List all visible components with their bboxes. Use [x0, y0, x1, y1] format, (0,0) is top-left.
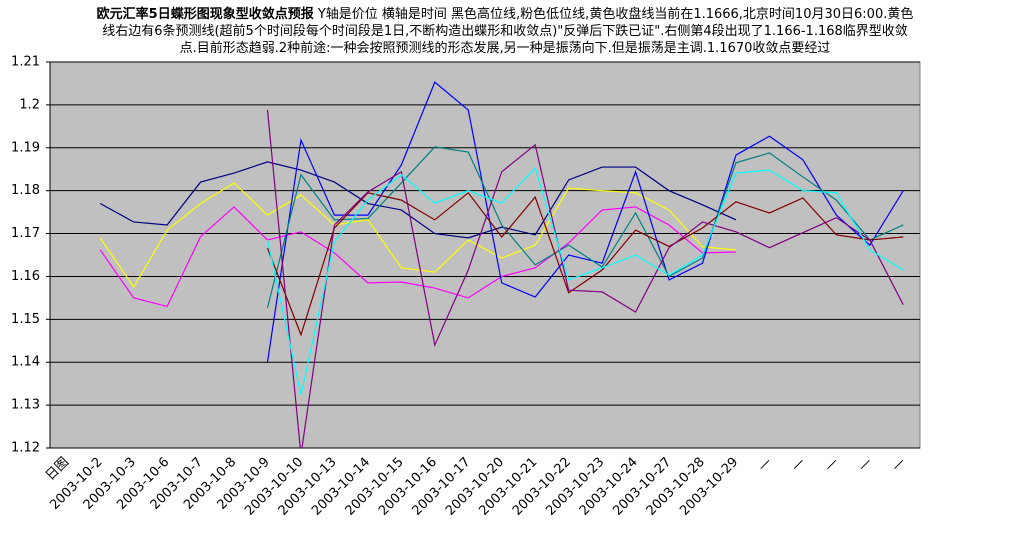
y-tick-label: 1.15	[11, 312, 40, 327]
y-tick-label: 1.17	[11, 226, 40, 241]
series-line	[266, 81, 904, 363]
series-line	[99, 206, 736, 308]
series-line	[266, 191, 904, 337]
x-tick-label: —	[788, 455, 808, 475]
y-tick-label: 1.13	[11, 398, 40, 413]
chart-title: 欧元汇率5日蝶形图现象型收敛点预报	[96, 7, 314, 22]
series-line	[266, 166, 904, 395]
x-tick-label: —	[755, 455, 775, 475]
x-tick-label: 日图	[43, 455, 72, 484]
y-tick-label: 1.16	[11, 269, 40, 284]
y-tick-label: 1.19	[11, 140, 40, 155]
y-tick-label: 1.18	[11, 183, 40, 198]
y-tick-label: 1.12	[11, 441, 40, 456]
series-group	[99, 81, 904, 448]
series-line	[266, 146, 904, 308]
chart-subtitle: Y轴是价位 横轴是时间 黑色高位线,粉色低位线,黄色收盘线当前在1.1666,北…	[102, 7, 914, 56]
series-line	[99, 182, 737, 289]
y-tick-label: 1.2	[19, 97, 40, 112]
plot-area	[49, 61, 921, 449]
series-line	[99, 161, 737, 239]
x-tick-label: —	[855, 455, 875, 475]
x-tick-label: —	[889, 455, 909, 475]
chart-title-block: 欧元汇率5日蝶形图现象型收敛点预报 Y轴是价位 横轴是时间 黑色高位线,粉色低位…	[95, 6, 915, 57]
x-tick-label: —	[822, 455, 842, 475]
series-line	[266, 109, 904, 448]
y-tick-label: 1.21	[11, 55, 40, 70]
y-tick-label: 1.14	[11, 355, 40, 370]
